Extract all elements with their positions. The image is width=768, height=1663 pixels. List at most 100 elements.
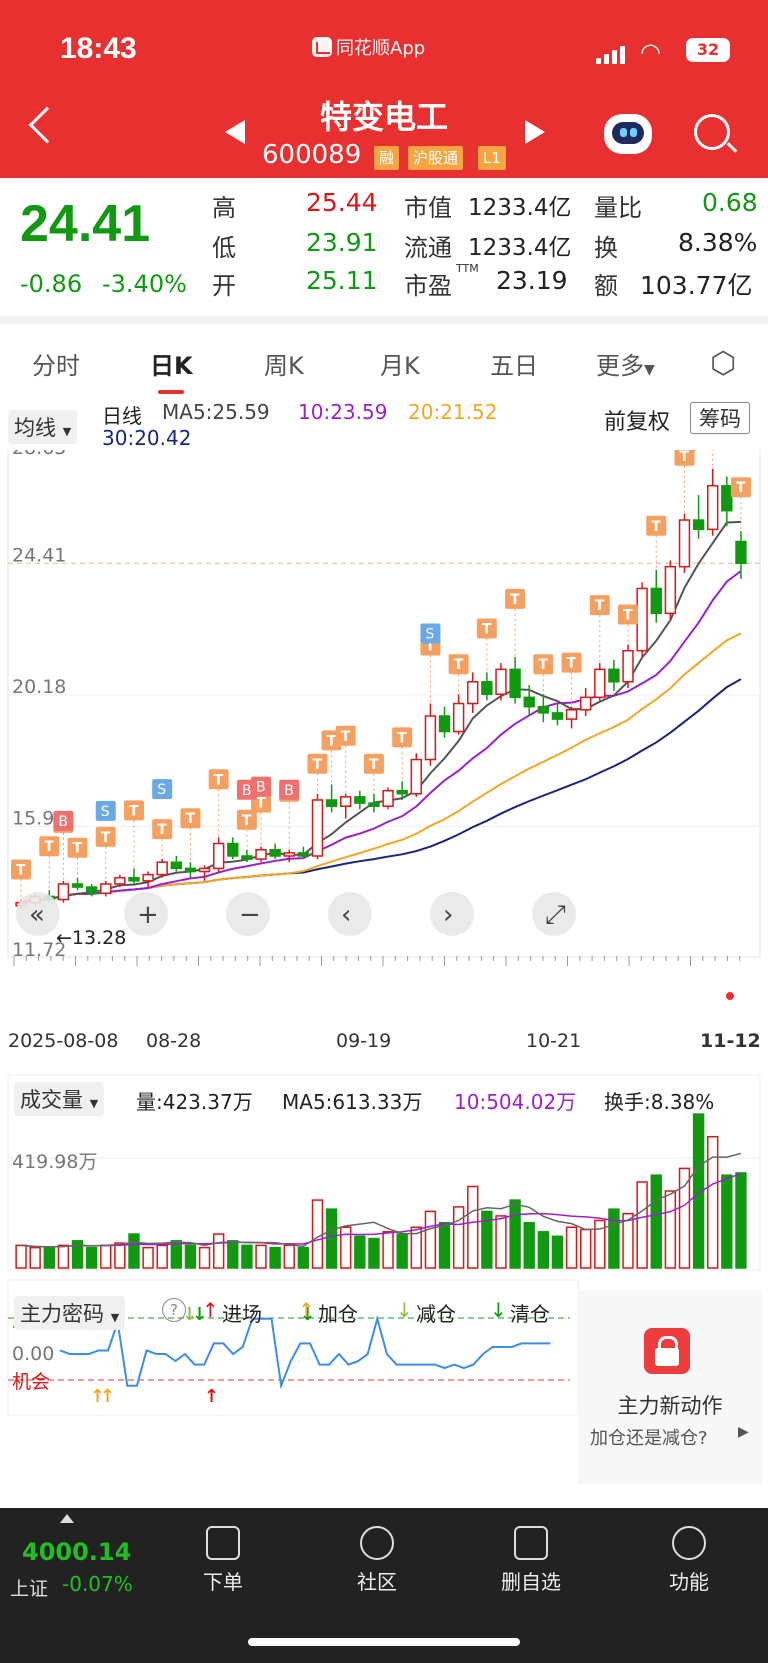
candle <box>85 886 98 895</box>
chip-button[interactable]: 筹码 <box>690 402 750 434</box>
index-value[interactable]: 4000.14 <box>22 1538 132 1566</box>
volume-bar <box>537 1231 550 1269</box>
next-stock-icon[interactable] <box>525 120 545 144</box>
candle <box>467 681 479 705</box>
x-label-4: 10-21 <box>526 1030 582 1052</box>
tab-weekly-k[interactable]: 周K <box>264 352 304 380</box>
clock: 18:43 <box>60 32 137 65</box>
signal-arrow-icon: ↑ <box>100 1386 115 1407</box>
index-name: 上证 <box>10 1578 49 1600</box>
home-indicator <box>248 1638 520 1646</box>
volume-bar <box>735 1172 747 1269</box>
candle <box>678 519 691 568</box>
bottom-nav: 4000.14 上证 -0.07% 下单 社区 删自选 功能 <box>0 1508 768 1663</box>
ma-selector-button[interactable]: 均线 ▼ <box>8 410 78 444</box>
candle <box>156 861 168 876</box>
x-label-end: 11-12 <box>700 1030 761 1052</box>
assistant-robot-icon[interactable] <box>604 114 652 154</box>
candle <box>241 855 253 860</box>
volume-bar <box>382 1231 394 1269</box>
nav-community[interactable]: 社区 <box>332 1508 422 1595</box>
fullscreen-icon[interactable] <box>532 892 576 936</box>
order-icon <box>206 1526 240 1560</box>
quote-panel: 24.41 -0.86 -3.40% 高 25.44 低 23.91 开 25.… <box>0 178 768 318</box>
nav-order[interactable]: 下单 <box>178 1508 268 1595</box>
volume-bar <box>156 1244 168 1269</box>
t-signal-label: T <box>256 796 266 812</box>
help-icon[interactable]: ? <box>162 1298 186 1322</box>
pe-value: 23.19 <box>496 266 568 295</box>
adjust-label[interactable]: 前复权 <box>604 410 671 435</box>
candle <box>622 649 634 683</box>
ma5-value: MA5:25.59 <box>162 400 270 424</box>
t-signal-label: T <box>595 598 605 614</box>
volume-bar <box>283 1244 295 1269</box>
reduce-arrow-icon: ↓ <box>396 1298 413 1322</box>
index-pct: -0.07% <box>62 1572 133 1596</box>
ma-legend: 均线 ▼ 日线 MA5:25.59 10:23.59 20:21.52 30:2… <box>0 396 768 452</box>
candle <box>170 861 183 870</box>
settings-hexagon-icon[interactable]: ⬡ <box>710 346 737 381</box>
rewind-icon[interactable] <box>16 892 60 936</box>
signal-arrow-icon: ↓ <box>300 1304 315 1325</box>
volume-bar <box>650 1174 662 1269</box>
chart-area[interactable]: 28.6324.4120.1815.9511.72TTTTTTTTTTTTTTT… <box>0 450 768 1495</box>
t-signal-marker <box>11 859 32 880</box>
main-force-selector-button[interactable]: 主力密码 ▼ <box>14 1296 126 1330</box>
expand-up-icon[interactable] <box>60 1514 74 1523</box>
volume-bar <box>467 1185 479 1269</box>
s-signal-marker <box>420 623 441 644</box>
t-signal-label: T <box>16 863 26 879</box>
volume-bar <box>424 1210 437 1269</box>
remove-watch-icon <box>514 1526 548 1560</box>
main-force-promo[interactable]: 主力新动作 加仓还是减仓? ▶ <box>578 1290 762 1484</box>
nav-functions[interactable]: 功能 <box>644 1508 734 1595</box>
candle <box>283 852 295 857</box>
nav-remove-watch[interactable]: 删自选 <box>486 1508 576 1595</box>
volume-ma5: MA5:613.33万 <box>282 1090 423 1114</box>
tab-intraday[interactable]: 分时 <box>32 352 80 380</box>
candle <box>551 712 564 720</box>
volume-selector-button[interactable]: 成交量 ▼ <box>14 1082 105 1116</box>
candle <box>664 565 677 615</box>
t-signal-label: T <box>454 657 464 673</box>
volume-bar <box>71 1240 84 1269</box>
prev-stock-icon[interactable] <box>225 120 245 144</box>
price-change: -0.86 <box>20 270 83 298</box>
tab-daily-k[interactable]: 日K <box>150 352 193 380</box>
scroll-left-icon[interactable] <box>328 892 372 936</box>
t-signal-label: T <box>185 811 195 827</box>
tab-more[interactable]: 更多▼ <box>596 346 655 381</box>
menu-icon <box>672 1526 706 1560</box>
candle <box>735 540 747 565</box>
candle <box>452 702 465 733</box>
scroll-left-icon-glyph: ‹ <box>341 900 351 930</box>
t-signal-marker <box>123 800 144 821</box>
volume-bar <box>29 1246 41 1269</box>
scroll-right-icon[interactable] <box>430 892 474 936</box>
tab-five-day[interactable]: 五日 <box>490 352 538 380</box>
search-icon[interactable] <box>694 114 730 150</box>
candle <box>579 696 592 711</box>
candle <box>495 668 507 695</box>
volume-bar <box>523 1221 535 1269</box>
t-signal-marker <box>730 477 751 498</box>
volume-bar <box>184 1244 197 1269</box>
zoom-in-icon[interactable] <box>124 892 168 936</box>
candle <box>255 849 267 860</box>
volume-turnover: 换手:8.38% <box>604 1090 715 1114</box>
volume-bar <box>255 1244 267 1269</box>
t-signal-label: T <box>538 657 548 673</box>
t-signal-label: T <box>73 841 83 857</box>
tag-margin: 融 <box>374 146 400 170</box>
volume-bar <box>142 1246 154 1269</box>
zoom-out-icon[interactable] <box>226 892 270 936</box>
ma30-line <box>20 678 742 904</box>
tab-monthly-k[interactable]: 月K <box>380 352 420 380</box>
t-signal-label: T <box>369 757 379 773</box>
zoom-in-icon-glyph: + <box>137 900 159 930</box>
candle <box>184 867 197 873</box>
volume-bar <box>509 1199 521 1269</box>
y-tick-label: 24.41 <box>12 544 66 566</box>
volume-bar <box>212 1233 225 1269</box>
